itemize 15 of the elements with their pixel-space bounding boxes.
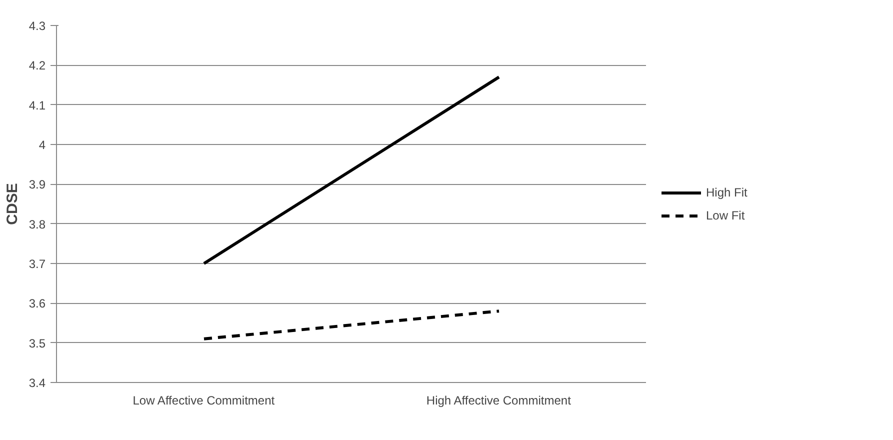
y-tick-label: 3.7	[28, 257, 46, 271]
y-tick-label: 4.1	[28, 98, 46, 112]
y-tick-label: 3.8	[28, 217, 46, 232]
y-tick-label: 4.3	[28, 19, 46, 33]
y-tick-label: 3.9	[28, 178, 46, 192]
legend-label: High Fit	[706, 185, 748, 199]
y-tick-label: 4.2	[28, 58, 46, 73]
y-tick-label: 3.5	[28, 336, 46, 350]
x-tick-label: High Affective Commitment	[426, 394, 572, 408]
y-tick-label: 3.6	[28, 296, 46, 311]
x-tick-label: Low Affective Commitment	[132, 394, 276, 408]
legend-label: Low Fit	[706, 208, 745, 222]
y-tick-label: 3.4	[28, 376, 46, 390]
y-tick-label: 4	[38, 138, 46, 152]
y-axis-title: CDSE	[4, 183, 21, 225]
